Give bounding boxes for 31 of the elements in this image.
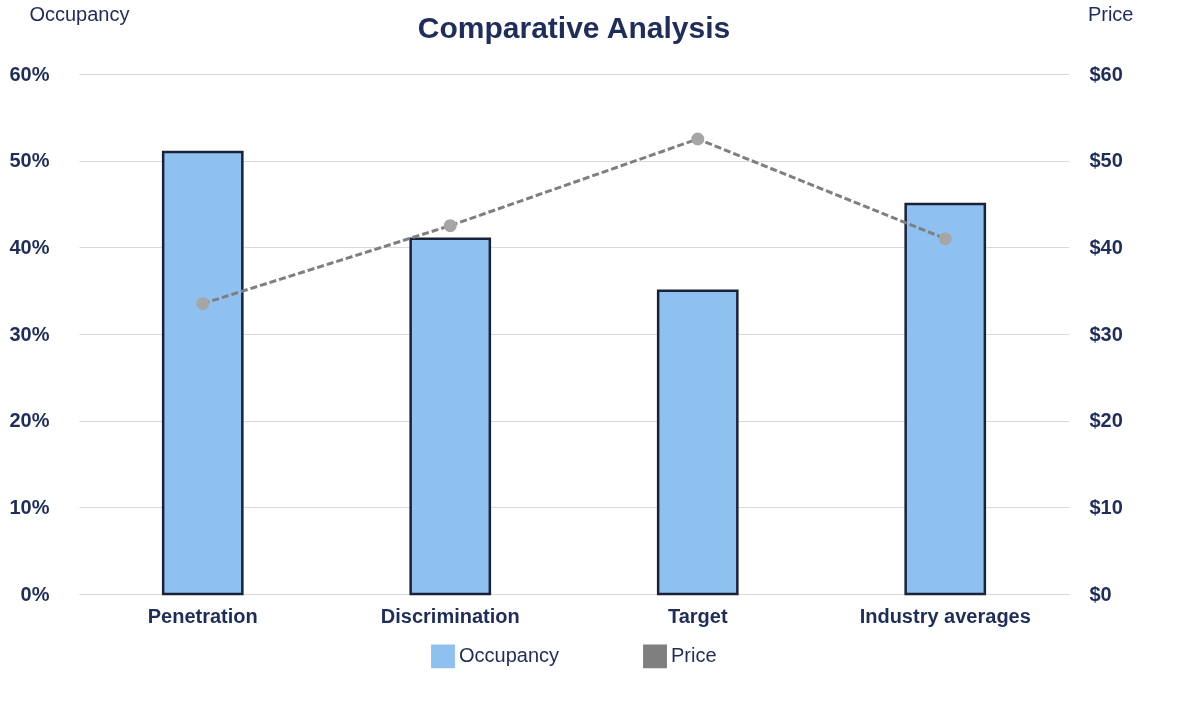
chart-title: Comparative Analysis [417, 11, 731, 44]
y2-tick-label: $50 [1089, 149, 1123, 172]
y-tick-label: 0% [20, 582, 50, 605]
y-tick-label: 30% [9, 322, 50, 345]
bar [904, 202, 987, 596]
y-tick-label: 60% [9, 62, 50, 85]
x-tick-label: Industry averages [859, 604, 1031, 627]
y-axis-title: Occupancy [29, 2, 130, 25]
y-tick-label: 20% [9, 409, 50, 432]
y-tick-label: 50% [9, 149, 50, 172]
x-tick-label: Target [667, 604, 728, 627]
y-tick-label: 40% [9, 235, 50, 258]
y2-tick-label: $40 [1089, 235, 1123, 258]
point [443, 219, 457, 233]
y2-tick-label: $60 [1089, 62, 1123, 85]
point [938, 232, 952, 246]
y2-tick-label: $10 [1089, 495, 1123, 518]
bar [409, 237, 492, 596]
point [196, 297, 210, 311]
y2-tick-label: $0 [1089, 582, 1112, 605]
point [691, 132, 705, 146]
legend-label: Price [671, 644, 717, 667]
x-tick-label: Penetration [147, 604, 258, 627]
y2-tick-label: $20 [1089, 409, 1123, 432]
bar [656, 289, 739, 596]
legend-label: Occupancy [459, 644, 560, 667]
y2-tick-label: $30 [1089, 322, 1123, 345]
y-tick-label: 10% [9, 495, 50, 518]
y2-axis-title: Price [1087, 2, 1134, 25]
bar [161, 150, 244, 596]
x-tick-label: Discrimination [380, 604, 520, 627]
